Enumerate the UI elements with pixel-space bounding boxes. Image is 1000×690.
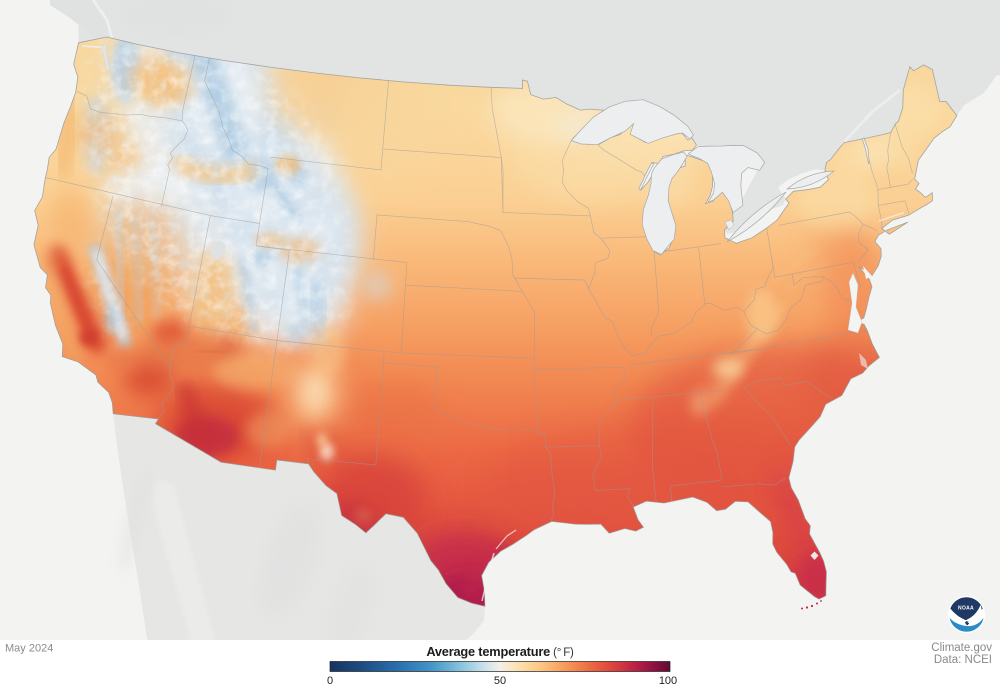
svg-text:Average temperature (° F): Average temperature (° F) bbox=[426, 644, 574, 659]
svg-text:May 2024: May 2024 bbox=[5, 643, 53, 655]
svg-text:0: 0 bbox=[327, 675, 333, 687]
svg-text:Data: NCEI: Data: NCEI bbox=[934, 654, 992, 666]
svg-text:Climate.gov: Climate.gov bbox=[931, 642, 992, 654]
svg-text:50: 50 bbox=[494, 675, 506, 687]
svg-text:NOAA: NOAA bbox=[958, 606, 974, 612]
svg-text:100: 100 bbox=[659, 675, 677, 687]
